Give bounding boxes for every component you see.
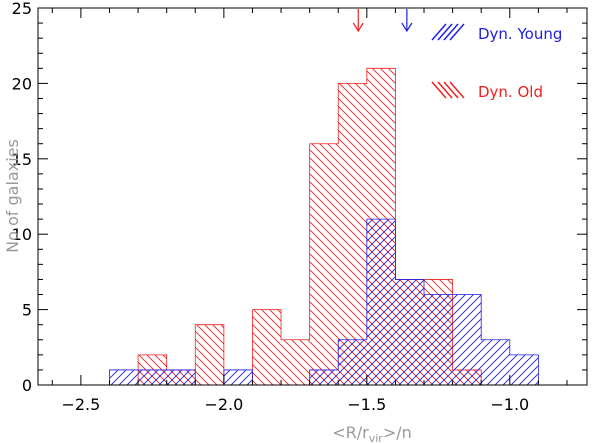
bar-dyn-young-13: [481, 339, 510, 385]
bar-dyn-young-10: [395, 279, 425, 385]
legend-swatch-young: [431, 23, 465, 41]
bar-dyn-young-4: [223, 369, 253, 385]
plot-frame: [37, 7, 588, 386]
legend: Dyn. Young Dyn. Old: [431, 23, 562, 101]
x-axis-title-tail: >/n: [383, 423, 412, 442]
x-tick-label: −1.5: [347, 395, 386, 414]
legend-entry-young: Dyn. Young: [431, 23, 562, 43]
y-tick-label: 10: [12, 225, 32, 244]
bar-dyn-old-5: [252, 309, 282, 385]
bar-dyn-old-6: [281, 339, 310, 385]
y-axis-title: No of galaxies: [3, 139, 22, 253]
y-tick-label: 20: [12, 74, 32, 93]
x-axis-title: <R/rvir>/n: [332, 423, 412, 444]
legend-label-young: Dyn. Young: [478, 25, 562, 43]
x-axis-title-main: <R/r: [332, 423, 369, 442]
bar-dyn-young-9: [366, 219, 396, 385]
axis-tick-labels: −2.5 −2.0 −1.5 −1.0 0 5 10 15 20 25: [12, 0, 530, 414]
y-tick-label: 5: [22, 301, 32, 320]
bar-dyn-young-12: [452, 294, 482, 385]
median-arrow-old: [352, 9, 364, 33]
legend-label-old: Dyn. Old: [478, 83, 543, 101]
median-arrow-young: [401, 9, 413, 33]
y-tick-label: 25: [12, 0, 32, 18]
bar-dyn-young-0: [109, 369, 139, 385]
bar-dyn-old-7: [309, 143, 339, 385]
bar-dyn-old-8: [338, 83, 367, 386]
bar-dyn-young-14: [509, 354, 539, 385]
x-axis-title-subscript: vir: [369, 432, 384, 444]
x-tick-label: −2.0: [204, 395, 243, 414]
y-tick-label: 0: [22, 376, 32, 395]
y-tick-label: 15: [12, 150, 32, 169]
median-markers: [352, 9, 413, 33]
bar-dyn-young-2: [166, 369, 196, 385]
bar-dyn-old-3: [195, 324, 224, 385]
x-tick-label: −1.0: [490, 395, 529, 414]
axis-ticks: [38, 7, 587, 386]
bar-dyn-young-8: [338, 339, 367, 385]
x-tick-label: −2.5: [61, 395, 100, 414]
legend-entry-old: Dyn. Old: [431, 81, 543, 101]
series-dyn-young: [109, 218, 539, 386]
bar-dyn-young-11: [424, 294, 453, 385]
bar-dyn-young-1: [138, 369, 167, 385]
legend-swatch-old: [431, 81, 465, 99]
outline-dyn-young: [109, 218, 539, 386]
bar-dyn-young-7: [309, 369, 339, 385]
